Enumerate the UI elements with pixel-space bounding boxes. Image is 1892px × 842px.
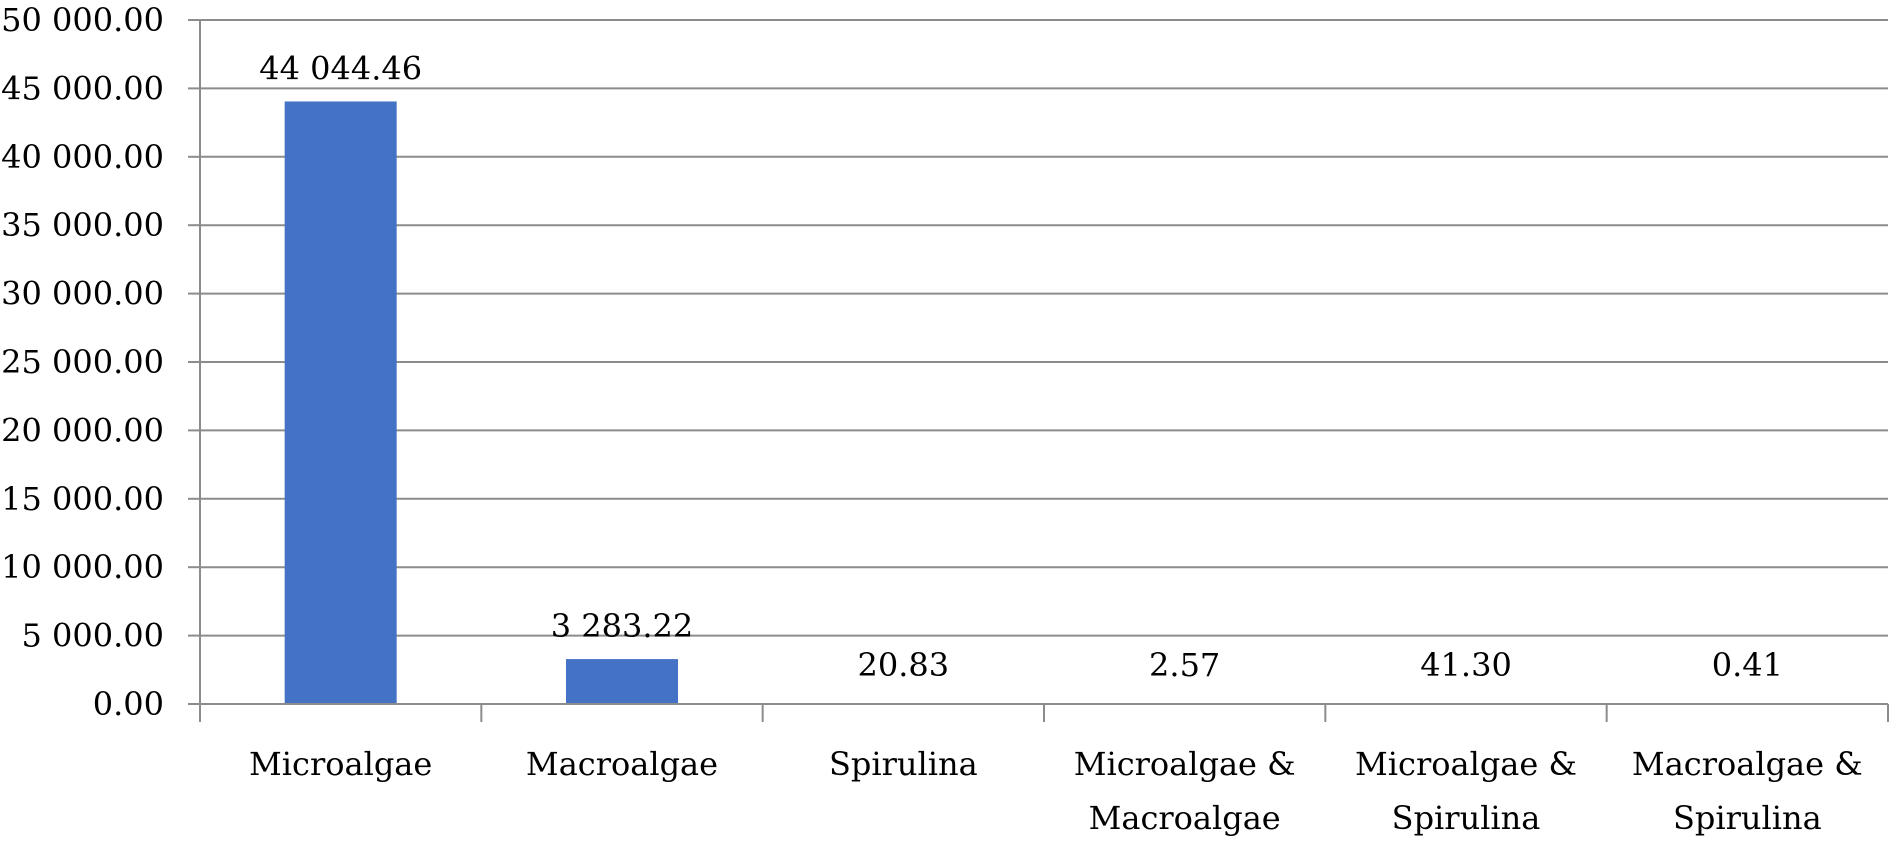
x-tick-label-line: Spirulina: [829, 745, 978, 783]
x-tick-label-line: Spirulina: [1392, 799, 1541, 837]
x-tick-label-line: Microalgae &: [1355, 745, 1577, 783]
bar: [566, 659, 678, 704]
y-tick-label: 40 000.00: [1, 138, 164, 176]
data-labels: 44 044.46 3 283.22 20.83 2.57 41.30 0.41: [259, 49, 1783, 684]
data-label: 44 044.46: [259, 49, 422, 87]
data-label: 20.83: [858, 646, 950, 684]
x-tick-label: Spirulina: [829, 745, 978, 783]
bars: [284, 101, 1804, 704]
x-tick-label-line: Macroalgae: [1089, 799, 1281, 837]
x-tick-label: Macroalgae & Spirulina: [1632, 745, 1863, 837]
y-tick-label: 20 000.00: [1, 411, 164, 449]
x-tick-label: Microalgae: [249, 745, 432, 783]
y-tick-label: 45 000.00: [1, 69, 164, 107]
y-tick-label: 15 000.00: [1, 480, 164, 518]
y-tick-label: 30 000.00: [1, 275, 164, 313]
bar: [284, 101, 397, 704]
x-tick-label-line: Spirulina: [1673, 799, 1822, 837]
x-tick-label: Microalgae & Spirulina: [1355, 745, 1577, 837]
x-tick-label: Microalgae & Macroalgae: [1074, 745, 1296, 837]
data-label: 0.41: [1712, 646, 1783, 684]
x-tick-label-line: Microalgae &: [1074, 745, 1296, 783]
data-label: 2.57: [1149, 646, 1220, 684]
x-tick-label: Macroalgae: [526, 745, 718, 783]
data-label: 3 283.22: [551, 607, 694, 645]
y-tick-label: 35 000.00: [1, 206, 164, 244]
data-label: 41.30: [1420, 646, 1512, 684]
y-tick-label: 5 000.00: [22, 617, 165, 655]
x-tick-label-line: Macroalgae: [526, 745, 718, 783]
y-tick-label: 25 000.00: [1, 343, 164, 381]
y-tick-label: 10 000.00: [1, 548, 164, 586]
x-tick-label-line: Microalgae: [249, 745, 432, 783]
y-tick-label: 0.00: [93, 685, 164, 723]
y-axis: 0.00 5 000.00 10 000.00 15 000.00 20 000.00 2…: [1, 1, 201, 723]
x-tick-label-line: Macroalgae &: [1632, 745, 1863, 783]
y-tick-label: 50 000.00: [1, 1, 164, 39]
gridlines: [200, 19, 1888, 637]
x-axis: Microalgae Macroalgae Spirulina Microalgae …: [199, 703, 1889, 837]
